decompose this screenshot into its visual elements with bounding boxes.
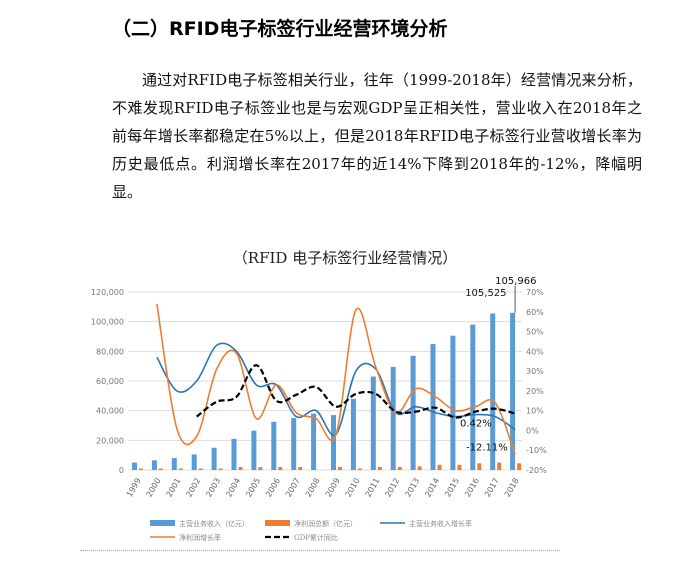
profit-bar [437, 464, 442, 470]
x-tick-label: 2015 [443, 477, 461, 499]
x-tick-label: 2014 [423, 477, 441, 499]
profit-bar [417, 466, 422, 470]
profit-bar [238, 467, 243, 470]
x-tick-label: 2010 [344, 477, 362, 499]
revenue-bar [390, 366, 396, 470]
x-tick-label: 2018 [503, 477, 521, 499]
revenue-bar [271, 421, 277, 470]
x-tick-label: 2013 [403, 477, 421, 499]
x-tick-label: 2006 [264, 477, 282, 499]
profit-bar [477, 463, 482, 470]
legend-label: 净利润增长率 [179, 533, 221, 542]
revenue-bar [490, 313, 496, 470]
chart: 0 20,000 40,000 60,000 80,000 100,000 120,000 -… [91, 276, 547, 542]
revenue-bar [251, 430, 257, 470]
legend-swatch [265, 520, 290, 526]
divider [80, 550, 560, 551]
x-tick-label: 2016 [463, 477, 481, 499]
revenue-bar [151, 460, 157, 470]
right-tick-label: -10% [526, 446, 547, 455]
x-tick-label: 2005 [244, 477, 262, 499]
profit-bar [139, 468, 143, 470]
annotation-profit-growth: -12.11% [466, 442, 508, 453]
profit-bar [457, 464, 462, 470]
right-tick-label: 70% [526, 288, 544, 297]
left-tick-label: 20,000 [96, 436, 124, 445]
x-tick-label: 2007 [284, 477, 302, 499]
right-tick-label: 30% [526, 367, 544, 376]
x-tick-label: 1999 [125, 477, 143, 499]
left-tick-label: 60,000 [96, 377, 124, 386]
profit-bar [397, 467, 402, 470]
profit-bar [298, 467, 303, 470]
profit-growth-line [156, 303, 516, 455]
legend-label: 主营业务收入（亿元） [179, 519, 249, 528]
revenue-bar [211, 447, 217, 470]
profit-bar [377, 467, 382, 470]
profit-bar [517, 463, 522, 470]
x-tick-label: 2009 [324, 477, 342, 499]
right-tick-label: 10% [526, 407, 544, 416]
revenue-bar [370, 376, 376, 470]
revenue-bar [132, 462, 137, 470]
right-tick-label: 60% [526, 308, 544, 317]
left-tick-label: 0 [119, 466, 124, 475]
right-tick-label: 20% [526, 387, 544, 396]
revenue-bar [470, 324, 476, 470]
profit-bar [278, 467, 283, 470]
x-tick-label: 2011 [364, 477, 382, 499]
annotation-revenue-growth: 0.42% [460, 419, 492, 430]
profit-bar [218, 468, 223, 470]
x-tick-label: 2003 [204, 477, 222, 499]
x-tick-label: 2017 [483, 477, 501, 499]
profit-bar [198, 468, 203, 470]
revenue-bar [231, 438, 237, 470]
revenue-bar [331, 415, 336, 470]
body-paragraph: 通过对RFID电子标签相关行业，往年（1999-2018年）经营情况来分析，不难… [112, 71, 642, 201]
x-tick-label: 2001 [165, 477, 183, 499]
profit-bar [178, 468, 183, 470]
legend-swatch [150, 520, 175, 526]
profit-bar [258, 467, 263, 470]
legend-label: 净利润总额（亿元） [294, 519, 357, 528]
left-tick-label: 80,000 [96, 347, 124, 356]
x-tick-label: 2012 [383, 477, 401, 499]
annotation-2017-revenue: 105,525 [465, 288, 506, 299]
revenue-bar [510, 312, 516, 470]
revenue-bar [350, 398, 356, 470]
revenue-bar [311, 413, 317, 470]
profit-bar [497, 462, 502, 470]
section-heading: （二）RFID电子标签行业经营环境分析 [112, 18, 448, 40]
gdp-growth-line [196, 364, 516, 419]
right-tick-label: 40% [526, 347, 544, 356]
left-tick-label: 100,000 [91, 318, 124, 327]
right-tick-label: -20% [526, 466, 547, 475]
revenue-bar [291, 418, 297, 470]
profit-bar [357, 468, 362, 470]
profit-bar [158, 468, 163, 470]
x-tick-label: 2000 [145, 477, 163, 499]
profit-bar [338, 467, 342, 470]
x-tick-label: 2002 [184, 477, 202, 499]
legend-label: GDP累计同比 [294, 533, 338, 542]
x-tick-label: 2004 [224, 477, 242, 499]
chart-title: （RFID 电子标签行业经营情况） [232, 249, 458, 267]
revenue-bar [191, 454, 197, 470]
right-tick-label: 0% [526, 426, 539, 435]
annotation-2018-revenue: 105,966 [495, 276, 536, 287]
revenue-bar [171, 458, 177, 470]
right-tick-label: 50% [526, 328, 544, 337]
left-tick-label: 120,000 [91, 288, 124, 297]
revenue-bar [410, 355, 416, 470]
left-tick-label: 40,000 [96, 407, 124, 416]
x-tick-label: 2008 [304, 477, 322, 499]
legend-label: 主营业务收入增长率 [409, 519, 472, 528]
revenue-bar [450, 335, 456, 470]
